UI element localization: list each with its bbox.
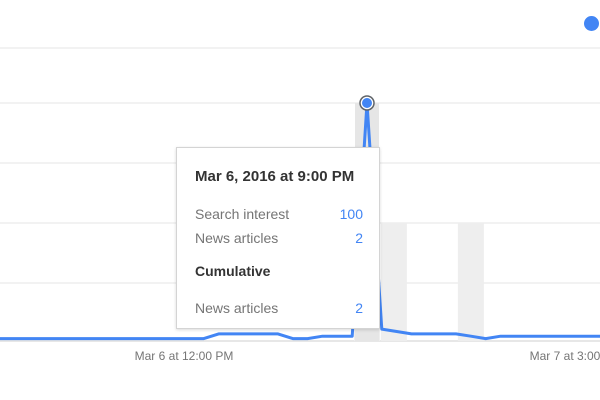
tooltip-title: Mar 6, 2016 at 9:00 PM <box>195 168 355 185</box>
x-tick-label: Mar 6 at 12:00 PM <box>135 349 234 363</box>
tooltip-row-news-articles: News articles 2 <box>195 230 363 246</box>
news-article-bar <box>457 223 484 341</box>
tooltip-value: 2 <box>355 300 363 316</box>
tooltip-value: 100 <box>339 206 363 222</box>
tooltip-label: Search interest <box>195 206 290 222</box>
highlight-point <box>362 98 372 108</box>
tooltip-row-cumulative-news-articles: News articles 2 <box>195 300 363 316</box>
news-article-bar <box>380 223 407 341</box>
tooltip-value: 2 <box>355 230 363 246</box>
tooltip-label: News articles <box>195 230 279 246</box>
highlight-markers <box>359 95 375 111</box>
tooltip-section-title: Cumulative <box>195 263 271 279</box>
x-axis-ticks: Mar 6 at 12:00 PM Mar 7 at 3:00 <box>135 349 600 363</box>
tooltip-label: News articles <box>195 300 279 316</box>
data-point-tooltip: Mar 6, 2016 at 9:00 PM Search interest 1… <box>176 147 380 329</box>
x-tick-label: Mar 7 at 3:00 <box>530 349 600 363</box>
series-line <box>0 101 600 341</box>
legend-series-dot[interactable] <box>584 16 599 31</box>
tooltip-row-search-interest: Search interest 100 <box>195 206 363 222</box>
search-interest-series <box>0 101 600 341</box>
